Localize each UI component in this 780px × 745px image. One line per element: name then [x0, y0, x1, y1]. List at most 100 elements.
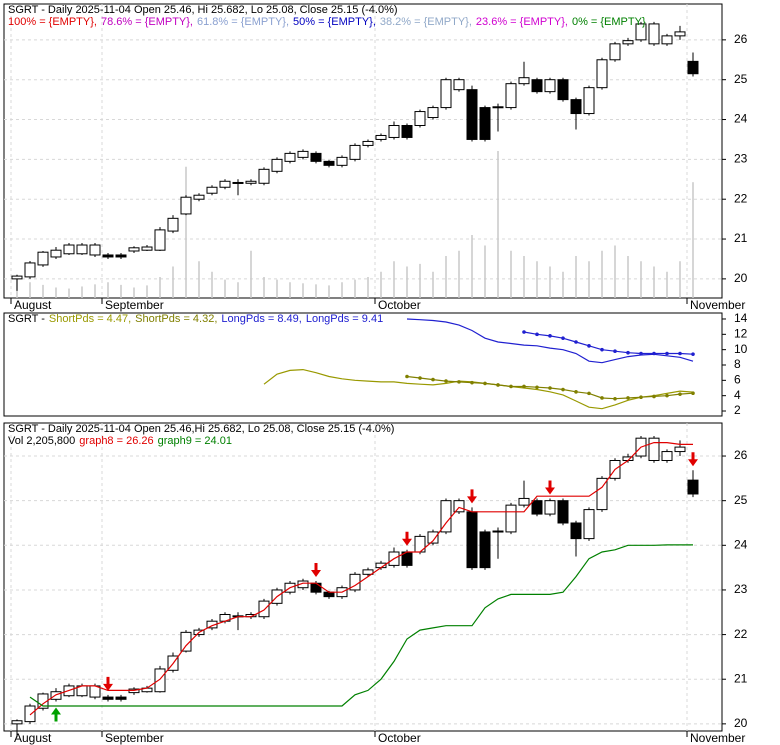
candle-body: [622, 40, 634, 45]
sell-arrow: [467, 489, 477, 504]
candle-body: [492, 530, 504, 533]
candle-body: [661, 451, 673, 461]
series-marker: [626, 396, 630, 400]
candle-body: [154, 229, 166, 251]
legend-entry: graph9 = 24.01: [158, 435, 232, 447]
series-marker: [691, 391, 695, 396]
series-line: [29, 544, 693, 707]
series-marker: [613, 396, 617, 401]
series-marker: [639, 351, 643, 356]
candle-body: [687, 479, 699, 495]
candle-body: [115, 696, 127, 700]
candle-body: [518, 77, 530, 85]
series-marker: [626, 350, 630, 355]
candle-body: [63, 244, 75, 255]
candle-body: [635, 23, 647, 41]
candle-body: [206, 186, 218, 194]
y-tick-label: 20: [734, 271, 748, 285]
x-tick-label: August: [14, 731, 52, 745]
x-tick-label: August: [14, 298, 52, 312]
candle-body: [336, 156, 348, 166]
y-tick-label: 26: [734, 448, 748, 462]
candle-body: [245, 180, 257, 184]
candle-body: [11, 275, 23, 280]
y-tick-label: 10: [734, 342, 748, 356]
candle-body: [479, 531, 491, 569]
candle-body: [284, 152, 296, 162]
candle-body: [518, 497, 530, 506]
series-marker: [587, 391, 591, 396]
legend-entry: LongPds = 8.49,: [221, 313, 301, 325]
candle-body: [24, 262, 36, 278]
candle-body: [570, 522, 582, 540]
series-marker: [574, 340, 578, 344]
y-tick-label: 20: [734, 716, 748, 730]
y-tick-label: 25: [734, 493, 748, 507]
legend-entry: 23.6% = {EMPTY},: [476, 16, 568, 28]
candle-body: [596, 59, 608, 89]
series-marker: [522, 384, 526, 389]
panel: 20 21 22 23 24 25 26 August September October Nove…: [4, 4, 748, 312]
candle-body: [570, 99, 582, 115]
panel-frame: [3, 312, 723, 417]
series-marker: [678, 392, 682, 396]
candle-body: [583, 509, 595, 540]
candle-body: [167, 217, 179, 232]
candle-body: [128, 247, 140, 252]
y-tick-label: 24: [734, 537, 748, 551]
candle-body: [115, 254, 127, 258]
candle-body: [596, 477, 608, 511]
panel-frame: [3, 3, 723, 299]
series-marker: [496, 383, 500, 387]
candle-body: [440, 79, 452, 109]
x-tick-label: October: [378, 731, 421, 745]
series-marker: [535, 385, 539, 390]
series-marker: [561, 387, 565, 392]
x-tick-label: November: [690, 298, 745, 312]
series-marker: [470, 380, 474, 385]
series-line: [29, 442, 693, 716]
legend-entry: 61.8% = {EMPTY},: [197, 16, 289, 28]
y-tick-label: 25: [734, 72, 748, 86]
x-tick-label: September: [105, 731, 164, 745]
title-text: SGRT - Daily 2025-11-04 Open 25.46, Hi 2…: [8, 4, 398, 16]
series-marker: [639, 395, 643, 400]
panel-subtitle: Vol 2,205,800 graph8 = 26.26 graph9 = 24.0…: [8, 435, 232, 447]
panel-title: SGRT - ShortPds = 4.47, ShortPds = 4.32, Lo…: [8, 313, 383, 325]
candle-body: [648, 437, 660, 461]
series-marker: [548, 386, 552, 390]
candle-body: [531, 500, 543, 515]
y-tick-label: 26: [734, 32, 748, 46]
legend-entry: 50% = {EMPTY},: [293, 16, 376, 28]
candle-body: [102, 696, 114, 700]
candle-body: [310, 152, 322, 162]
candle-body: [50, 249, 62, 258]
candle-body: [362, 140, 374, 146]
y-tick-label: 2: [734, 403, 741, 417]
candle-body: [310, 582, 322, 593]
y-tick-label: 22: [734, 627, 748, 641]
candle-body: [557, 79, 569, 101]
series-marker: [665, 393, 669, 398]
candle-body: [141, 246, 153, 251]
candle-body: [37, 693, 49, 709]
candle-body: [414, 111, 426, 127]
candle-body: [544, 79, 556, 93]
candle-body: [531, 79, 543, 93]
sell-arrow: [311, 563, 321, 578]
candle-body: [453, 79, 465, 91]
level-legend: 100% = {EMPTY}, 78.6% = {EMPTY}, 61.8% = {…: [8, 16, 646, 28]
y-tick-label: 24: [734, 112, 748, 126]
candle-body: [479, 107, 491, 140]
series-marker: [457, 380, 461, 384]
series-marker: [613, 349, 617, 353]
candle-body: [271, 158, 283, 172]
sell-arrow: [402, 531, 412, 546]
candle-body: [648, 23, 660, 45]
x-tick-label: October: [378, 298, 421, 312]
y-tick-label: 4: [734, 388, 741, 402]
candle-body: [674, 446, 686, 453]
series-marker: [431, 377, 435, 382]
series-marker: [600, 396, 604, 400]
sell-arrow: [545, 480, 555, 495]
